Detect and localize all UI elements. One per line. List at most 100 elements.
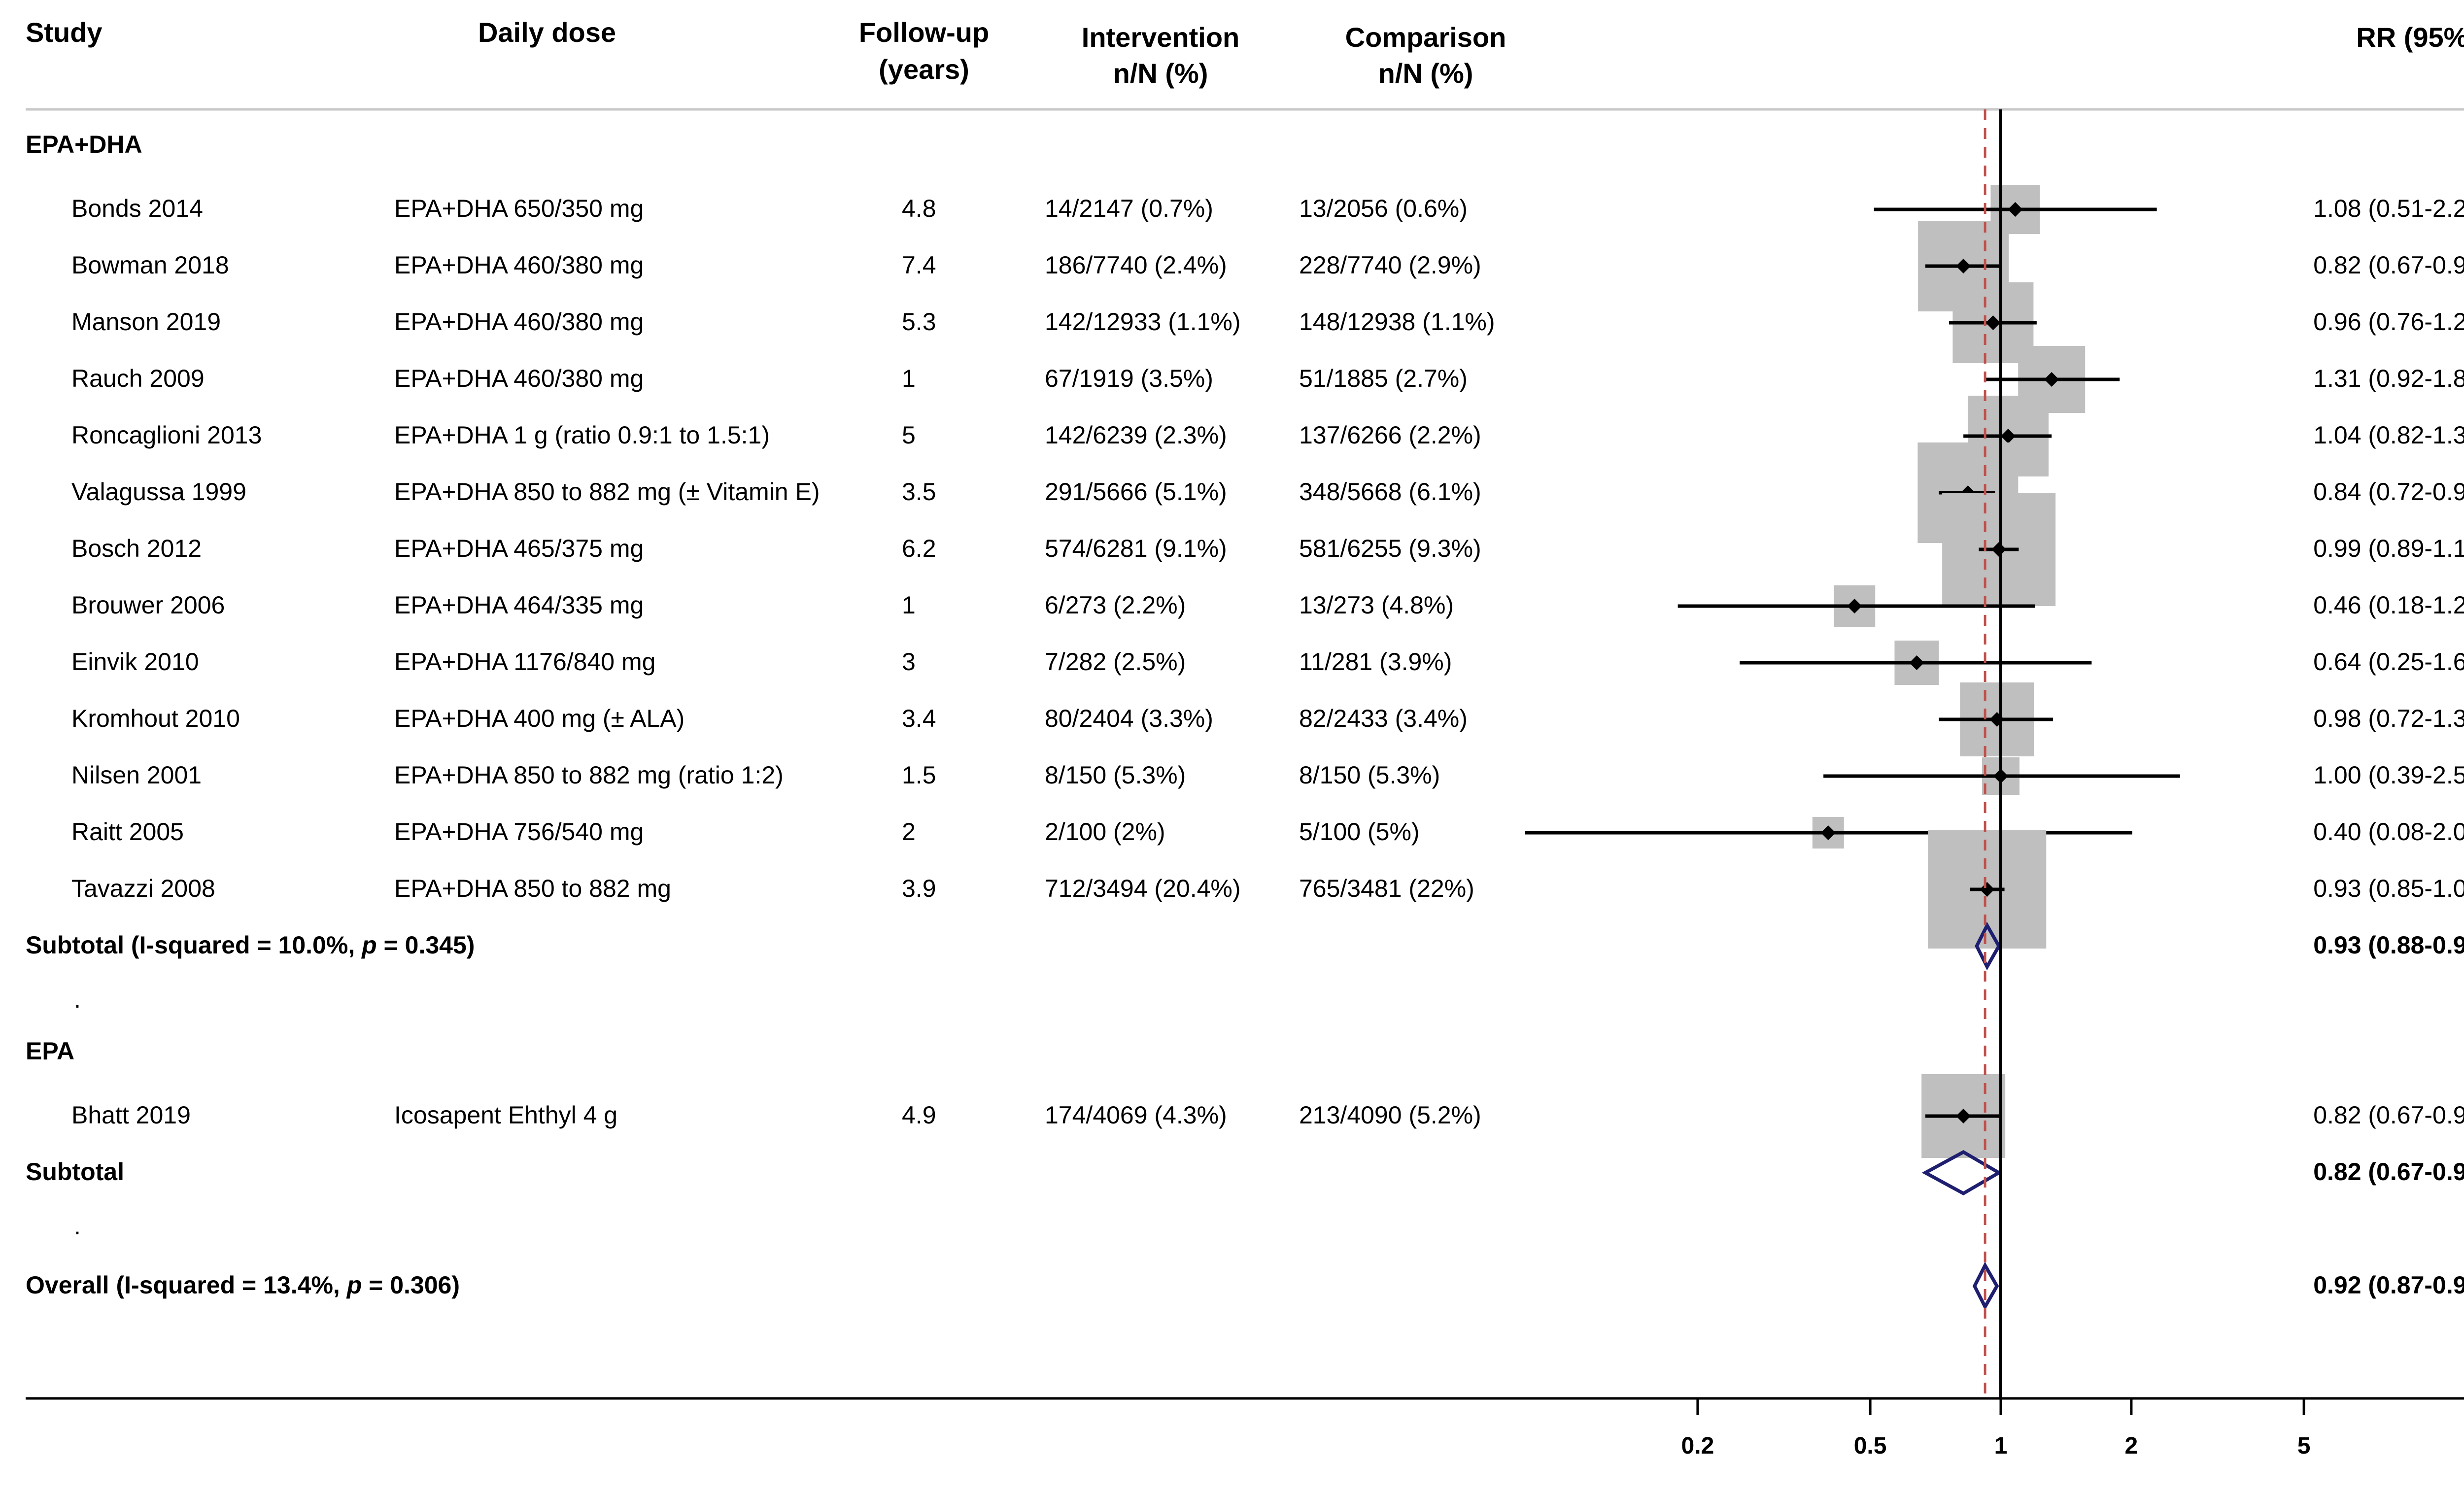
point-estimate	[1985, 315, 2001, 330]
rr-ci-label: 1.00 (0.39-2.59)	[2313, 761, 2464, 789]
study-name: Roncaglioni 2013	[71, 421, 262, 449]
comparison-count: 348/5668 (6.1%)	[1299, 478, 1481, 506]
overall-p-symbol: p	[346, 1271, 362, 1299]
point-estimate	[1956, 259, 1971, 273]
overall-text: Overall (I-squared = 13.4%,	[26, 1271, 347, 1299]
point-estimate	[1820, 825, 1836, 840]
intervention-count: 8/150 (5.3%)	[1045, 761, 1186, 789]
rr-ci-label: 1.31 (0.92-1.88)	[2313, 365, 2464, 392]
rr-ci-label: 1.04 (0.82-1.31)	[2313, 421, 2464, 449]
intervention-count: 186/7740 (2.4%)	[1045, 251, 1227, 279]
followup-years: 3.4	[902, 705, 936, 732]
subtotal-rr-label: 0.82 (0.67-0.99)	[2313, 1158, 2464, 1186]
subtotal-rr-label: 0.93 (0.88-0.99)	[2313, 931, 2464, 959]
rr-ci-label: 0.96 (0.76-1.21)	[2313, 308, 2464, 336]
followup-years: 4.8	[902, 195, 936, 222]
intervention-count: 291/5666 (5.1%)	[1045, 478, 1227, 506]
intervention-count: 6/273 (2.2%)	[1045, 591, 1186, 619]
rr-ci-label: 0.98 (0.72-1.32)	[2313, 705, 2464, 732]
study-name: Tavazzi 2008	[71, 875, 215, 902]
daily-dose: EPA+DHA 850 to 882 mg (ratio 1:2)	[394, 761, 784, 789]
comparison-count: 82/2433 (3.4%)	[1299, 705, 1468, 732]
followup-years: 3.9	[902, 875, 936, 902]
comparison-count: 13/273 (4.8%)	[1299, 591, 1454, 619]
study-name: Bhatt 2019	[71, 1101, 191, 1129]
group-heading: EPA+DHA	[26, 131, 142, 158]
study-name: Kromhout 2010	[71, 705, 240, 732]
rr-ci-label: 0.82 (0.67-0.99)	[2313, 251, 2464, 279]
overall-rr-label: 0.92 (0.87-0.98)	[2313, 1271, 2464, 1299]
intervention-count: 7/282 (2.5%)	[1045, 648, 1186, 676]
point-estimate	[2000, 429, 2016, 443]
header-comparison-2: n/N (%)	[1378, 58, 1473, 89]
followup-years: 5	[902, 421, 916, 449]
comparison-count: 8/150 (5.3%)	[1299, 761, 1440, 789]
rr-ci-label: 0.82 (0.67-0.99)	[2313, 1101, 2464, 1129]
group-heading: EPA	[26, 1037, 74, 1065]
daily-dose: EPA+DHA 460/380 mg	[394, 251, 644, 279]
comparison-count: 213/4090 (5.2%)	[1299, 1101, 1481, 1129]
daily-dose: EPA+DHA 850 to 882 mg (± Vitamin E)	[394, 478, 820, 506]
daily-dose: EPA+DHA 400 mg (± ALA)	[394, 705, 684, 732]
rr-ci-label: 1.08 (0.51-2.29)	[2313, 195, 2464, 222]
header-dose: Daily dose	[478, 17, 616, 48]
overall-label: Overall (I-squared = 13.4%, p = 0.306)	[26, 1271, 460, 1299]
intervention-count: 67/1919 (3.5%)	[1045, 365, 1213, 392]
study-name: Nilsen 2001	[71, 761, 202, 789]
header-rr: RR (95% CI)	[2356, 22, 2464, 53]
plot-area	[1525, 109, 2180, 1398]
followup-years: 1	[902, 591, 916, 619]
x-tick-label: 2	[2125, 1433, 2138, 1459]
followup-years: 3	[902, 648, 916, 676]
rr-ci-label: 0.46 (0.18-1.20)	[2313, 591, 2464, 619]
intervention-count: 174/4069 (4.3%)	[1045, 1101, 1227, 1129]
point-estimate	[2008, 202, 2023, 217]
overall-diamond	[1972, 1261, 1999, 1311]
comparison-count: 51/1885 (2.7%)	[1299, 365, 1468, 392]
followup-years: 5.3	[902, 308, 936, 336]
comparison-count: 11/281 (3.9%)	[1299, 648, 1452, 676]
subtotal-text: Subtotal	[26, 1158, 124, 1186]
intervention-count: 142/12933 (1.1%)	[1045, 308, 1241, 336]
intervention-count: 2/100 (2%)	[1045, 818, 1165, 846]
subtotal-diamond	[1921, 1150, 2003, 1196]
study-name: Raitt 2005	[71, 818, 184, 846]
study-name: Bowman 2018	[71, 251, 229, 279]
study-name: Bosch 2012	[71, 535, 202, 562]
followup-years: 1.5	[902, 761, 936, 789]
comparison-count: 5/100 (5%)	[1299, 818, 1420, 846]
point-estimate	[1847, 599, 1862, 613]
daily-dose: EPA+DHA 1176/840 mg	[394, 648, 655, 676]
comparison-count: 581/6255 (9.3%)	[1299, 535, 1481, 562]
daily-dose: EPA+DHA 650/350 mg	[394, 195, 644, 222]
overall-p-value: = 0.306)	[362, 1271, 460, 1299]
study-name: Rauch 2009	[71, 365, 205, 392]
daily-dose: EPA+DHA 460/380 mg	[394, 308, 644, 336]
rr-ci-label: 0.84 (0.72-0.97)	[2313, 478, 2464, 506]
daily-dose: EPA+DHA 850 to 882 mg	[394, 875, 671, 902]
study-name: Valagussa 1999	[71, 478, 246, 506]
x-tick-label: 0.5	[1854, 1433, 1887, 1459]
subtotal-p-symbol: p	[361, 931, 377, 959]
rr-ci-label: 0.40 (0.08-2.01)	[2313, 818, 2464, 846]
followup-years: 7.4	[902, 251, 936, 279]
study-name: Bonds 2014	[71, 195, 203, 222]
daily-dose: EPA+DHA 465/375 mg	[394, 535, 644, 562]
followup-years: 3.5	[902, 478, 936, 506]
header-study: Study	[26, 17, 103, 48]
followup-years: 4.9	[902, 1101, 936, 1129]
intervention-count: 14/2147 (0.7%)	[1045, 195, 1213, 222]
spacer-dot: .	[74, 985, 81, 1013]
comparison-count: 148/12938 (1.1%)	[1299, 308, 1495, 336]
daily-dose: EPA+DHA 1 g (ratio 0.9:1 to 1.5:1)	[394, 421, 770, 449]
rr-ci-label: 0.99 (0.89-1.10)	[2313, 535, 2464, 562]
x-tick-label: 0.2	[1681, 1433, 1714, 1459]
header-followup-2: (years)	[879, 54, 969, 85]
subtotal-p-value: = 0.345)	[377, 931, 475, 959]
point-estimate	[1991, 542, 2007, 557]
spacer-dot: .	[74, 1212, 81, 1240]
intervention-count: 712/3494 (20.4%)	[1045, 875, 1241, 902]
daily-dose: EPA+DHA 464/335 mg	[394, 591, 644, 619]
daily-dose: EPA+DHA 460/380 mg	[394, 365, 644, 392]
